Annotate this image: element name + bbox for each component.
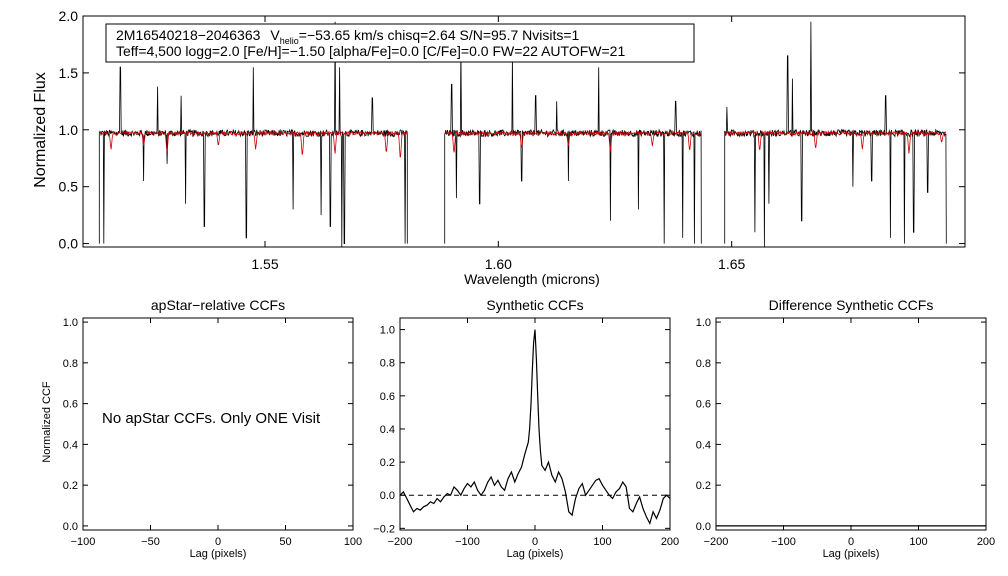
x-tick-label: 0 — [532, 536, 538, 548]
annotation-box-frame — [105, 23, 695, 63]
visit-stats: =−53.65 km/s chisq=2.64 S/N=95.7 Nvisits… — [299, 27, 580, 43]
y-tick-label: 0.0 — [63, 521, 78, 533]
y-tick-label: 1.0 — [380, 325, 395, 337]
y-tick-label: 1.0 — [59, 122, 79, 138]
synthetic-ccf-panel: Synthetic CCFs −200 −100 0 100 200 −0.2 0.0 0.2… — [373, 297, 679, 560]
x-tick-label: 100 — [344, 536, 362, 548]
x-tick-label: 1.60 — [485, 256, 512, 272]
spectrum-annotation-box: 2M16540218−2046363 Vhelio=−53.65 km/s chi… — [105, 23, 695, 63]
x-tick-label: 50 — [279, 536, 291, 548]
annotation-line-2: Teff=4,500 logg=2.0 [Fe/H]=−1.50 [alpha/… — [116, 43, 625, 59]
synthetic-ccf-traces — [399, 329, 671, 526]
difference-ccf-panel: Difference Synthetic CCFs −200 −100 0 100 20… — [696, 297, 995, 560]
spectrum-y-axis-label: Normalized Flux — [32, 72, 49, 188]
apstar-ccf-tick-labels: −100 −50 0 50 100 0.0 0.2 0.4 0.6 0.8 1.0 — [63, 317, 362, 548]
x-tick-label: 1.55 — [251, 256, 278, 272]
x-tick-label: −200 — [388, 536, 413, 548]
annotation-line-1: 2M16540218−2046363 Vhelio=−53.65 km/s chi… — [116, 27, 580, 46]
y-tick-label: 2.0 — [59, 8, 79, 24]
x-tick-label: −200 — [704, 536, 729, 548]
x-tick-label: −50 — [141, 536, 160, 548]
x-tick-label: 200 — [661, 536, 679, 548]
y-tick-label: 0.2 — [380, 457, 395, 469]
y-tick-label: 0.8 — [63, 358, 78, 370]
y-tick-label: 0.2 — [63, 480, 78, 492]
spectrum-panel: 1.55 1.60 1.65 0.0 0.5 1.0 1.5 2.0 Wavelength (… — [32, 8, 966, 287]
y-tick-label: 0.2 — [696, 480, 711, 492]
difference-ccf-x-axis-label: Lag (pixels) — [823, 548, 880, 560]
vhelio-subscript: helio — [280, 36, 299, 46]
vhelio-symbol: V — [270, 27, 280, 43]
difference-ccf-title: Difference Synthetic CCFs — [769, 297, 934, 313]
y-tick-label: 0.4 — [696, 439, 711, 451]
spectrum-ticks — [83, 15, 965, 247]
synthetic-ccf-title: Synthetic CCFs — [486, 297, 583, 313]
synthetic-ccf-ticks — [399, 318, 671, 530]
spectrum-plot-frame — [82, 15, 966, 248]
spectrum-traces — [98, 21, 947, 248]
difference-ccf-ticks — [715, 318, 987, 530]
y-tick-label: 0.8 — [696, 358, 711, 370]
x-tick-label: 1.65 — [718, 256, 745, 272]
x-tick-label: 100 — [593, 536, 611, 548]
y-tick-label: 1.5 — [59, 65, 79, 81]
x-tick-label: 0 — [215, 536, 221, 548]
model-spectrum-line-2 — [444, 130, 702, 153]
y-tick-label: 0.0 — [380, 490, 395, 502]
y-tick-label: 0.5 — [59, 179, 79, 195]
apstar-ccf-y-axis-label: Normalized CCF — [41, 381, 53, 463]
x-tick-label: 200 — [977, 536, 995, 548]
synthetic-ccf-line — [399, 329, 671, 526]
star-id: 2M16540218−2046363 — [116, 27, 261, 43]
y-tick-label: 0.6 — [380, 391, 395, 403]
difference-ccf-tick-labels: −200 −100 0 100 200 0.0 0.2 0.4 0.6 0.8 1.0 — [696, 317, 995, 548]
y-tick-label: 0.6 — [63, 399, 78, 411]
apstar-ccf-ticks — [82, 318, 354, 530]
y-tick-label: 0.4 — [63, 439, 78, 451]
observed-spectrum-line-3 — [724, 21, 947, 248]
x-tick-label: 0 — [848, 536, 854, 548]
y-tick-label: 0.4 — [380, 424, 395, 436]
y-tick-label: 0.0 — [59, 236, 79, 252]
spectrum-x-axis-label: Wavelength (microns) — [464, 271, 600, 287]
y-tick-label: 0.8 — [380, 358, 395, 370]
apstar-ccf-x-axis-label: Lag (pixels) — [190, 548, 247, 560]
model-spectrum-line-3 — [724, 130, 947, 154]
x-tick-label: −100 — [771, 536, 796, 548]
no-ccf-message: No apStar CCFs. Only ONE Visit — [102, 410, 321, 427]
x-tick-label: −100 — [71, 536, 96, 548]
y-tick-label: 0.0 — [696, 521, 711, 533]
synthetic-ccf-x-axis-label: Lag (pixels) — [507, 548, 564, 560]
synthetic-ccf-tick-labels: −200 −100 0 100 200 −0.2 0.0 0.2 0.4 0.6 0.8 1.0 — [373, 325, 679, 548]
model-spectrum-line-1 — [98, 130, 408, 158]
x-tick-label: 100 — [909, 536, 927, 548]
x-tick-label: −100 — [455, 536, 480, 548]
apstar-ccf-title: apStar−relative CCFs — [151, 297, 285, 313]
apstar-ccf-panel: apStar−relative CCFs −100 −50 0 50 100 0.0 0.2… — [41, 297, 362, 560]
spectrum-tick-labels: 1.55 1.60 1.65 0.0 0.5 1.0 1.5 2.0 — [59, 8, 746, 272]
y-tick-label: 1.0 — [63, 317, 78, 329]
y-tick-label: 0.6 — [696, 399, 711, 411]
y-tick-label: 1.0 — [696, 317, 711, 329]
y-tick-label: −0.2 — [373, 523, 395, 535]
